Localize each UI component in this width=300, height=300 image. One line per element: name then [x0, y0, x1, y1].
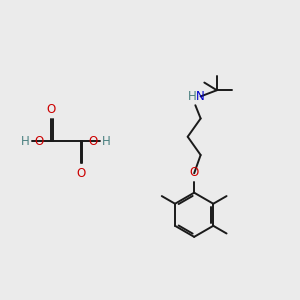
Text: H: H — [21, 135, 30, 148]
Text: H: H — [102, 135, 111, 148]
Text: N: N — [196, 91, 205, 103]
Text: O: O — [190, 166, 199, 179]
Text: O: O — [34, 135, 44, 148]
Text: O: O — [47, 103, 56, 116]
Text: O: O — [76, 167, 86, 180]
Text: H: H — [188, 91, 197, 103]
Text: O: O — [88, 135, 98, 148]
